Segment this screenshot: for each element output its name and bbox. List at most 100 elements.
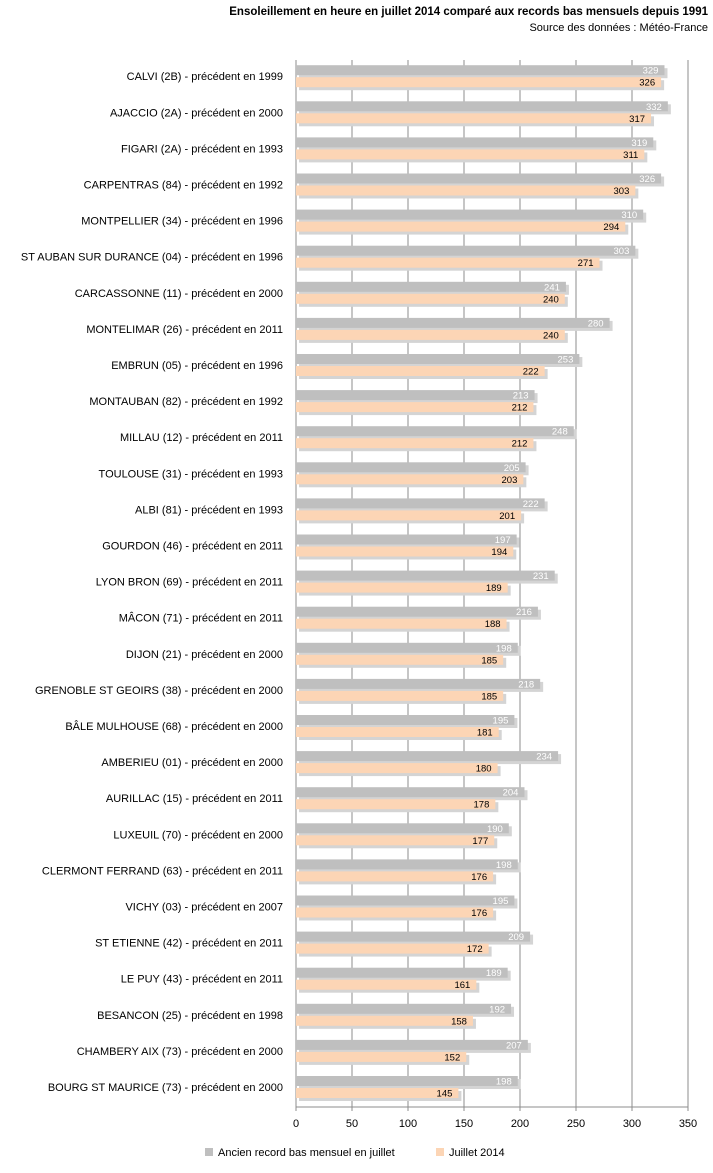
data-label-old-record: 326 bbox=[639, 174, 655, 185]
data-label-old-record: 280 bbox=[588, 318, 604, 329]
data-label-old-record: 303 bbox=[614, 246, 630, 257]
chart-subtitle: Source des données : Météo-France bbox=[529, 22, 708, 34]
x-tick-label: 50 bbox=[346, 1118, 358, 1130]
data-label-old-record: 198 bbox=[496, 643, 512, 654]
bar-old-record bbox=[296, 354, 580, 364]
category-label: BESANCON (25) - précédent en 1998 bbox=[97, 1010, 283, 1022]
category-label: DIJON (21) - précédent en 2000 bbox=[126, 649, 283, 661]
bar-july-2014 bbox=[296, 546, 514, 557]
data-label-old-record: 189 bbox=[486, 968, 502, 979]
bar-old-record bbox=[296, 606, 538, 617]
data-label-old-record: 213 bbox=[513, 391, 529, 402]
legend-swatch-july-2014 bbox=[436, 1148, 444, 1156]
data-label-old-record: 207 bbox=[506, 1040, 522, 1051]
bar-old-record bbox=[296, 570, 555, 581]
category-label: BÂLE MULHOUSE (68) - précédent en 2000 bbox=[65, 720, 283, 733]
bar-old-record bbox=[296, 317, 610, 328]
bar-old-record bbox=[296, 281, 566, 292]
bar-july-2014 bbox=[296, 979, 477, 990]
bar-old-record bbox=[296, 931, 531, 942]
bar-july-2014 bbox=[296, 727, 499, 737]
bar-old-record bbox=[296, 101, 668, 112]
bar-old-record bbox=[296, 462, 526, 473]
data-label-july-2014: 176 bbox=[471, 908, 487, 919]
bar-july-2014 bbox=[296, 438, 534, 449]
data-label-july-2014: 161 bbox=[454, 980, 470, 991]
bar-july-2014 bbox=[296, 221, 626, 232]
bar-july-2014 bbox=[296, 943, 489, 954]
data-label-july-2014: 185 bbox=[481, 655, 497, 666]
data-label-july-2014: 185 bbox=[481, 691, 497, 702]
bar-old-record bbox=[296, 65, 665, 76]
bar-july-2014 bbox=[296, 654, 504, 665]
category-label: LYON BRON (69) - précédent en 2011 bbox=[96, 577, 283, 589]
data-label-july-2014: 177 bbox=[472, 836, 488, 847]
data-label-old-record: 248 bbox=[552, 427, 568, 438]
data-label-july-2014: 271 bbox=[578, 258, 594, 269]
bar-old-record bbox=[296, 390, 535, 401]
bar-old-record bbox=[296, 1003, 512, 1014]
legend-label-old-record: Ancien record bas mensuel en juillet bbox=[218, 1147, 395, 1159]
data-label-july-2014: 326 bbox=[639, 78, 655, 89]
category-label: GOURDON (46) - précédent en 2011 bbox=[102, 541, 283, 553]
data-label-old-record: 222 bbox=[523, 499, 539, 510]
data-label-july-2014: 303 bbox=[614, 186, 630, 197]
bar-july-2014 bbox=[296, 618, 507, 629]
category-label: MONTAUBAN (82) - précédent en 1992 bbox=[89, 396, 283, 408]
category-label: FIGARI (2A) - précédent en 1993 bbox=[121, 143, 283, 155]
category-label: GRENOBLE ST GEOIRS (38) - précédent en 2… bbox=[35, 685, 283, 697]
bar-old-record bbox=[296, 534, 517, 545]
data-label-july-2014: 203 bbox=[502, 475, 518, 486]
category-labels: CALVI (2B) - précédent en 1999 AJACCIO (2… bbox=[21, 71, 283, 1094]
category-label: ALBI (81) - précédent en 1993 bbox=[135, 504, 283, 516]
bar-old-record bbox=[296, 967, 508, 978]
bar-old-record bbox=[296, 895, 515, 906]
category-label: CLERMONT FERRAND (63) - précédent en 201… bbox=[42, 865, 283, 877]
category-label: AMBERIEU (01) - précédent en 2000 bbox=[101, 757, 283, 769]
bar-old-record bbox=[296, 137, 654, 148]
bar-old-record bbox=[296, 173, 662, 184]
x-tick-label: 250 bbox=[567, 1118, 585, 1130]
bar-old-record bbox=[296, 859, 518, 870]
bar-july-2014 bbox=[296, 329, 565, 340]
bar-old-record bbox=[296, 209, 644, 220]
bar-july-2014 bbox=[296, 293, 565, 304]
data-label-old-record: 241 bbox=[544, 282, 560, 293]
data-label-july-2014: 188 bbox=[485, 619, 501, 630]
category-label: LUXEUIL (70) - précédent en 2000 bbox=[113, 829, 283, 841]
x-axis: 0 50 100 150 200 250 300 350 bbox=[293, 1106, 697, 1130]
data-label-july-2014: 311 bbox=[623, 150, 638, 161]
data-label-old-record: 205 bbox=[504, 463, 520, 474]
bar-old-record bbox=[296, 642, 518, 653]
data-label-july-2014: 181 bbox=[477, 728, 493, 739]
legend: Ancien record bas mensuel en juillet Juil… bbox=[205, 1147, 505, 1159]
data-label-old-record: 310 bbox=[621, 210, 637, 221]
bar-july-2014 bbox=[296, 257, 600, 268]
category-label: CARCASSONNE (11) - précédent en 2000 bbox=[75, 288, 283, 300]
bar-july-2014 bbox=[296, 763, 498, 774]
bars-group: 3293263323173193113263033102943032712412… bbox=[296, 65, 671, 1101]
data-label-old-record: 218 bbox=[518, 679, 534, 690]
category-label: ST AUBAN SUR DURANCE (04) - précédent en… bbox=[21, 252, 283, 264]
category-label: MÂCON (71) - précédent en 2011 bbox=[119, 612, 283, 625]
category-label: LE PUY (43) - précédent en 2011 bbox=[121, 974, 283, 986]
data-label-july-2014: 172 bbox=[467, 944, 483, 955]
bar-old-record bbox=[296, 1076, 518, 1086]
category-label: TOULOUSE (31) - précédent en 1993 bbox=[99, 468, 283, 480]
data-label-old-record: 198 bbox=[496, 1077, 512, 1088]
data-label-old-record: 190 bbox=[487, 824, 503, 835]
bar-old-record bbox=[296, 498, 545, 509]
data-label-old-record: 253 bbox=[558, 355, 574, 366]
category-label: ST ETIENNE (42) - précédent en 2011 bbox=[95, 938, 283, 950]
bar-old-record bbox=[296, 715, 515, 725]
bar-july-2014 bbox=[296, 835, 495, 846]
bar-july-2014 bbox=[296, 149, 645, 160]
category-label: VICHY (03) - précédent en 2007 bbox=[125, 902, 283, 914]
bar-july-2014 bbox=[296, 510, 522, 521]
bar-old-record bbox=[296, 1039, 528, 1050]
x-tick-label: 200 bbox=[511, 1118, 529, 1130]
bar-old-record bbox=[296, 678, 541, 689]
data-label-july-2014: 194 bbox=[491, 547, 507, 558]
legend-swatch-old-record bbox=[205, 1148, 213, 1156]
